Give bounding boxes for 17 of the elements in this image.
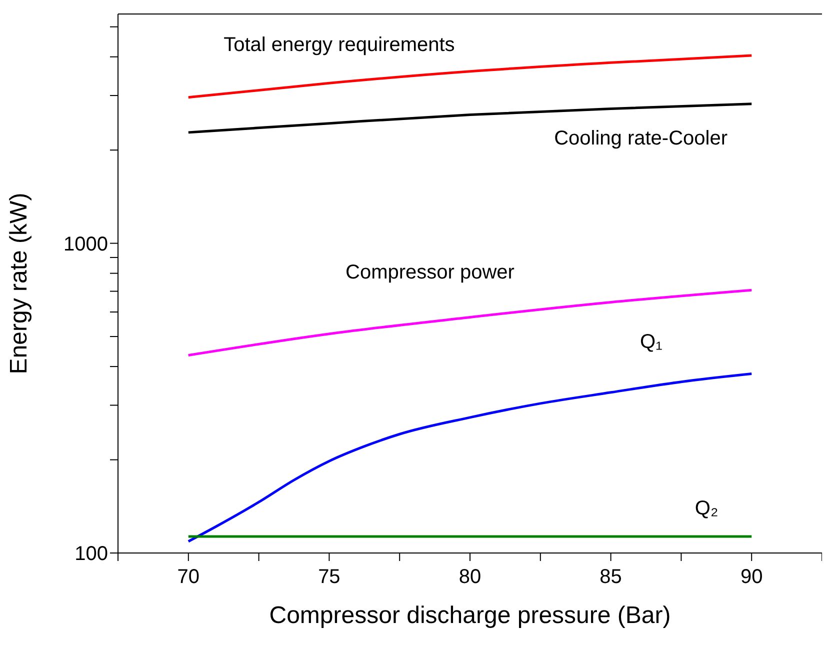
line-series xyxy=(187,288,753,357)
y-axis-title: Energy rate (kW) xyxy=(6,192,33,374)
x-tick-label: 75 xyxy=(318,566,340,588)
series-label: Compressor power xyxy=(346,261,515,284)
x-axis-title: Compressor discharge pressure (Bar) xyxy=(269,602,671,629)
x-tick-label: 80 xyxy=(458,566,482,588)
y-tick-label: 1000 xyxy=(64,233,108,256)
series-label: Q₂ xyxy=(694,498,718,520)
x-tick-label: 90 xyxy=(740,566,763,588)
line-series xyxy=(187,372,753,543)
x-tick-label: 85 xyxy=(600,566,622,588)
line-series xyxy=(187,54,753,99)
series-label: Q₁ xyxy=(640,330,663,353)
x-tick-label: 70 xyxy=(177,566,200,588)
series-label: Total energy requirements xyxy=(224,34,455,56)
y-tick-label: 100 xyxy=(74,543,108,566)
series-label: Cooling rate-Cooler xyxy=(554,128,728,150)
